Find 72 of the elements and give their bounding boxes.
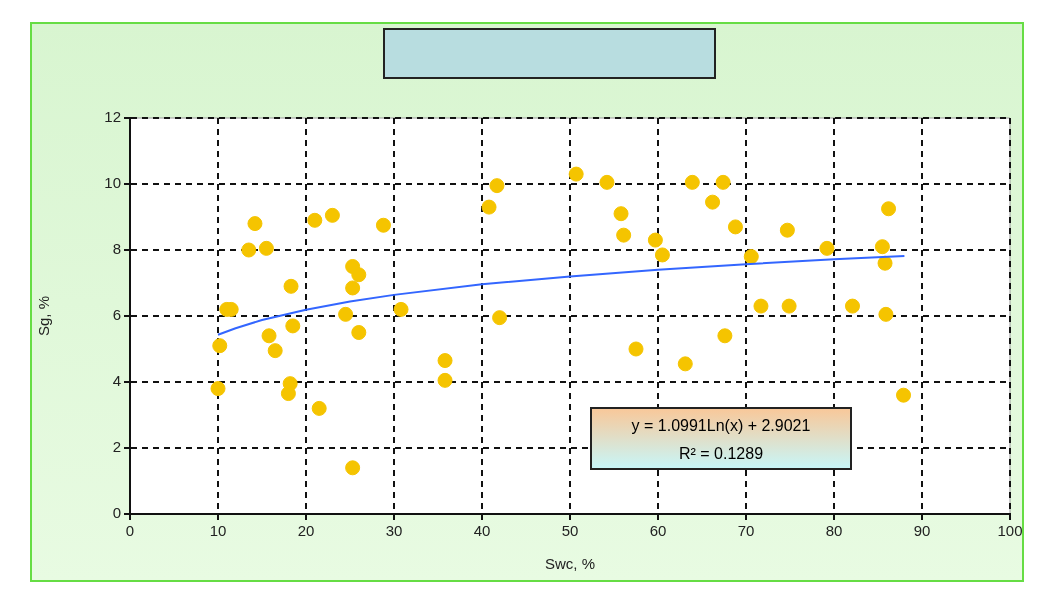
point [437,372,453,388]
point [819,240,835,256]
x-tick-label: 10 [209,522,227,540]
point [654,247,670,263]
point [881,201,897,217]
x-tick-label: 30 [385,522,403,540]
point [311,400,327,416]
x-tick-label: 100 [997,522,1023,540]
x-tick-label: 20 [297,522,315,540]
point [844,298,860,314]
point [212,338,228,354]
point [210,381,226,397]
point [351,325,367,340]
y-tick-label: 12 [104,108,121,126]
point [896,387,912,403]
point [684,174,700,190]
point [258,240,274,256]
point [437,353,453,369]
point [717,328,733,344]
point [628,341,644,357]
point [285,318,301,334]
point [241,242,257,258]
x-tick-label: 40 [473,522,491,540]
point [727,219,743,235]
point [705,194,721,210]
point [375,217,391,233]
point [779,222,795,238]
point [568,166,584,182]
point [878,306,894,322]
point [261,328,277,344]
point [307,212,323,228]
point [613,206,629,222]
equation-box: y = 1.0991Ln(x) + 2.9021 R² = 0.1289 [590,407,852,470]
point [743,249,759,265]
x-tick-label: 0 [125,522,135,540]
point [324,207,340,223]
point [877,255,893,271]
point [393,301,409,317]
point [647,232,663,248]
annotation: R² = 0.1289 [677,444,765,464]
point [345,460,361,476]
point [874,239,890,255]
x-tick-label: 60 [649,522,667,540]
point [338,306,354,322]
y-tick-label: 6 [112,306,121,324]
y-tick-label: 2 [112,438,121,456]
point [599,174,615,190]
y-tick-label: 8 [112,240,121,258]
x-tick-label: 90 [913,522,931,540]
point [715,174,731,190]
point [267,343,283,359]
point [492,310,508,326]
point [481,199,497,215]
x-tick-label: 80 [825,522,843,540]
point [781,298,797,314]
point [616,227,632,243]
y-tick-label: 0 [112,504,121,522]
point [489,178,505,194]
point [677,356,693,372]
point [282,376,298,392]
point [753,298,769,314]
y-tick-label: 10 [104,174,121,192]
x-tick-label: 50 [561,522,579,540]
point [351,267,367,283]
x-axis-title: Swc, % [544,555,596,573]
annotation: y = 1.0991Ln(x) + 2.9021 [630,416,812,436]
point [247,216,263,232]
y-axis-title: Sg, % [35,295,53,337]
point [283,278,299,294]
point [345,280,361,296]
x-tick-label: 70 [737,522,755,540]
y-tick-label: 4 [112,372,121,390]
